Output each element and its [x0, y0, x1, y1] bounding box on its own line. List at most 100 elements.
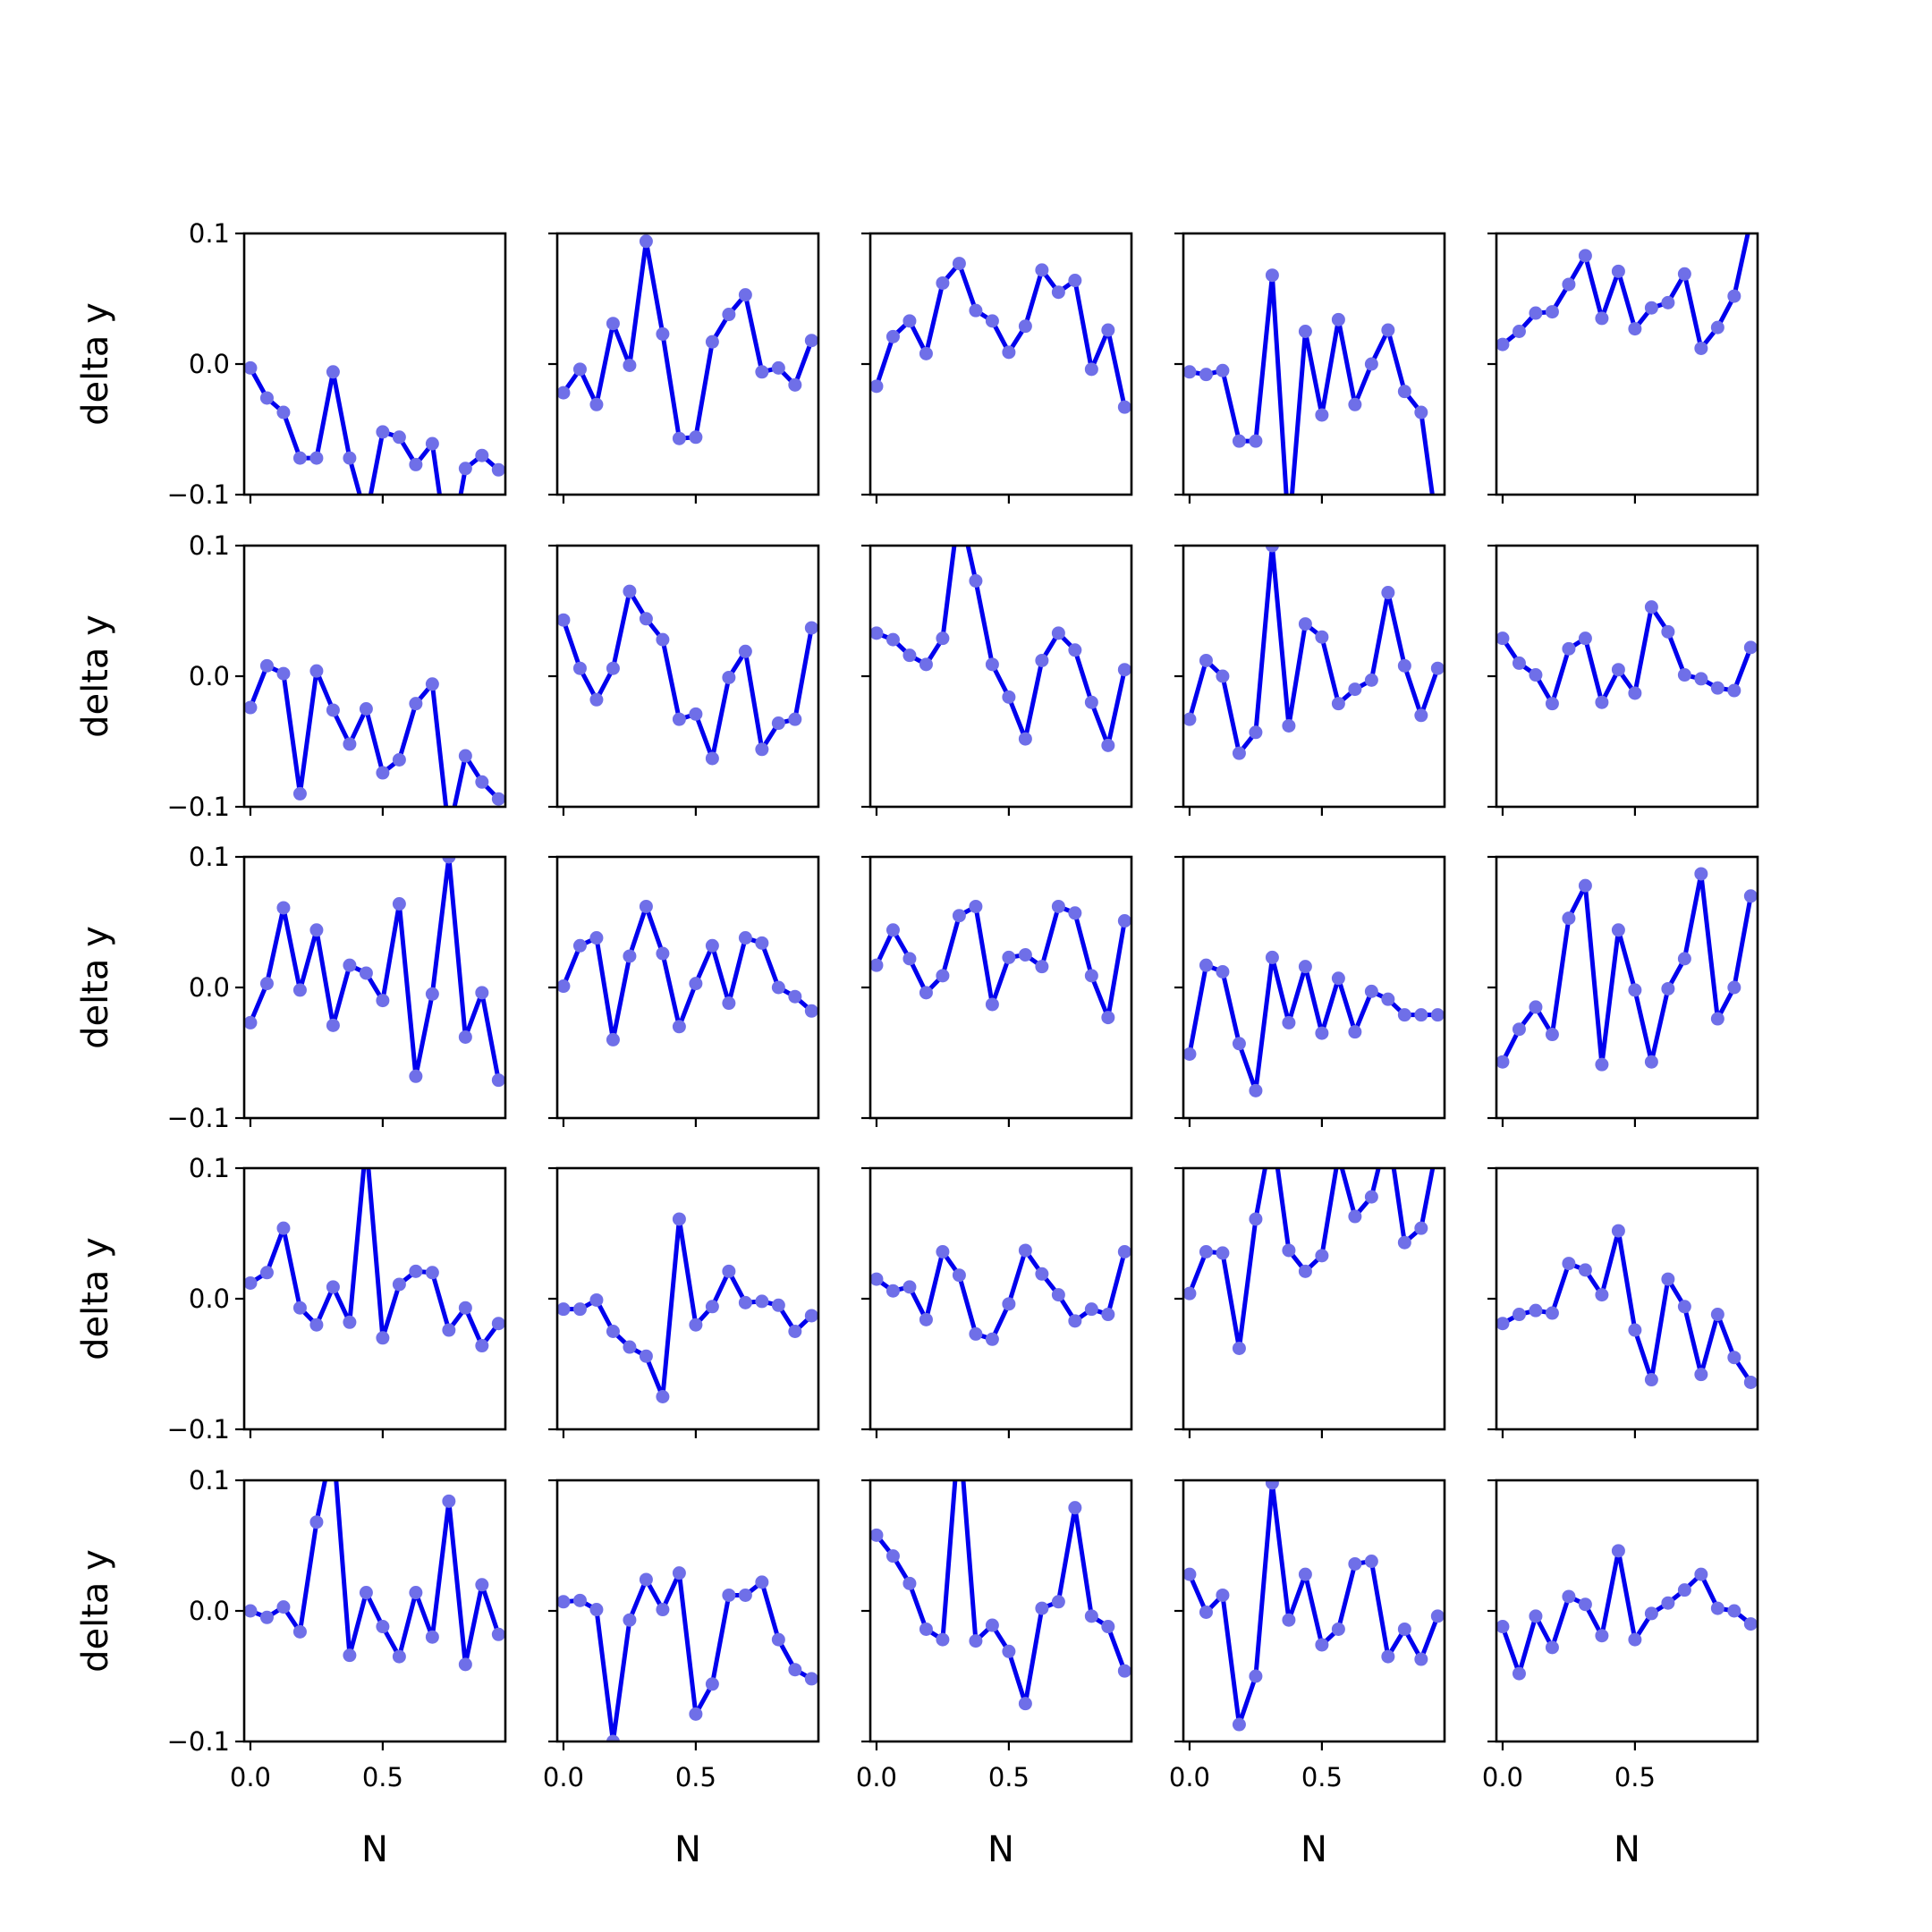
- data-point: [1002, 950, 1016, 964]
- data-point: [1068, 643, 1082, 657]
- data-point: [639, 899, 653, 913]
- data-point: [1743, 889, 1758, 903]
- data-point: [1183, 1286, 1197, 1301]
- data-point: [1727, 1351, 1741, 1365]
- data-point: [276, 666, 291, 681]
- subplot-r1-c2: [861, 544, 1133, 816]
- data-point: [936, 969, 950, 983]
- data-point: [1282, 1243, 1296, 1258]
- data-point: [1677, 1583, 1691, 1597]
- series-group: [1183, 268, 1435, 495]
- data-point: [1265, 268, 1279, 283]
- subplot-r0-c3: [1174, 232, 1446, 504]
- data-point: [1315, 630, 1329, 644]
- data-point: [902, 648, 917, 663]
- series-line: [1499, 233, 1750, 351]
- data-point: [259, 1266, 274, 1280]
- data-point: [952, 909, 966, 923]
- data-point: [1117, 400, 1131, 414]
- data-point: [1035, 653, 1049, 667]
- data-point: [771, 1298, 785, 1312]
- data-point: [656, 1603, 670, 1617]
- data-point: [656, 946, 670, 961]
- series-group: [244, 857, 505, 1088]
- data-point: [442, 1323, 456, 1337]
- data-point: [326, 1018, 340, 1032]
- data-point: [936, 631, 950, 646]
- data-point: [589, 1603, 604, 1617]
- data-point: [276, 1600, 291, 1614]
- data-point: [606, 317, 620, 331]
- subplot-r4-c1: 0.0 0.5 N: [543, 1479, 820, 1870]
- data-point: [1101, 323, 1115, 337]
- data-point: [639, 1349, 653, 1363]
- data-point: [475, 1339, 489, 1353]
- series-line: [247, 364, 502, 495]
- x-axis-label: N: [1614, 1829, 1640, 1870]
- data-point: [1727, 980, 1741, 995]
- data-point: [1727, 683, 1741, 698]
- data-point: [1496, 337, 1510, 352]
- series-line: [247, 1168, 502, 1349]
- series-group: [557, 584, 818, 766]
- data-point: [1545, 1028, 1559, 1042]
- data-point: [1232, 1037, 1246, 1051]
- data-point: [359, 702, 373, 716]
- data-point: [1199, 1605, 1213, 1619]
- data-point: [1084, 362, 1098, 377]
- data-point: [623, 1613, 637, 1627]
- data-point: [309, 451, 324, 465]
- series-group: [557, 1566, 818, 1741]
- data-point: [244, 700, 258, 715]
- data-point: [475, 986, 489, 1000]
- data-point: [1051, 1595, 1065, 1609]
- data-point: [557, 613, 571, 627]
- data-point: [1101, 738, 1115, 752]
- data-point: [1331, 1622, 1345, 1636]
- data-point: [1249, 725, 1263, 740]
- data-point: [1430, 1609, 1445, 1623]
- subplot-r3-c2: [861, 1166, 1133, 1438]
- data-point: [1661, 624, 1675, 639]
- data-point: [886, 329, 900, 343]
- data-point: [722, 1588, 736, 1602]
- data-point: [1512, 656, 1526, 670]
- data-point: [1018, 319, 1032, 334]
- data-point: [1298, 617, 1312, 631]
- data-point: [491, 792, 505, 806]
- data-point: [1595, 695, 1609, 709]
- data-point: [1414, 1652, 1428, 1666]
- series-group: [1183, 1168, 1436, 1355]
- data-point: [458, 1301, 472, 1315]
- data-point: [788, 989, 802, 1004]
- data-point: [738, 1295, 752, 1309]
- data-point: [589, 931, 604, 945]
- data-point: [572, 661, 587, 675]
- data-point: [1199, 1244, 1213, 1258]
- series-line: [247, 1480, 502, 1667]
- data-point: [952, 257, 966, 271]
- data-point: [1232, 746, 1246, 760]
- data-point: [919, 657, 933, 672]
- data-point: [475, 775, 489, 789]
- series-line: [873, 1248, 1128, 1342]
- data-point: [392, 1277, 406, 1292]
- data-point: [936, 1244, 950, 1258]
- data-point: [442, 1494, 456, 1508]
- data-point: [292, 983, 307, 997]
- data-point: [1282, 1613, 1296, 1627]
- data-point: [1381, 586, 1395, 600]
- data-point: [755, 742, 769, 757]
- data-point: [870, 1528, 884, 1542]
- series-line: [560, 903, 815, 1042]
- data-point: [985, 1332, 999, 1346]
- data-point: [1496, 1055, 1510, 1069]
- x-tick-label: 0.0: [230, 1762, 271, 1792]
- series-line: [1187, 273, 1435, 495]
- data-point: [804, 621, 818, 635]
- x-tick-label: 0.5: [1301, 1762, 1343, 1792]
- data-point: [1611, 923, 1625, 937]
- x-tick-label: 0.5: [362, 1762, 403, 1792]
- data-point: [1348, 1209, 1362, 1224]
